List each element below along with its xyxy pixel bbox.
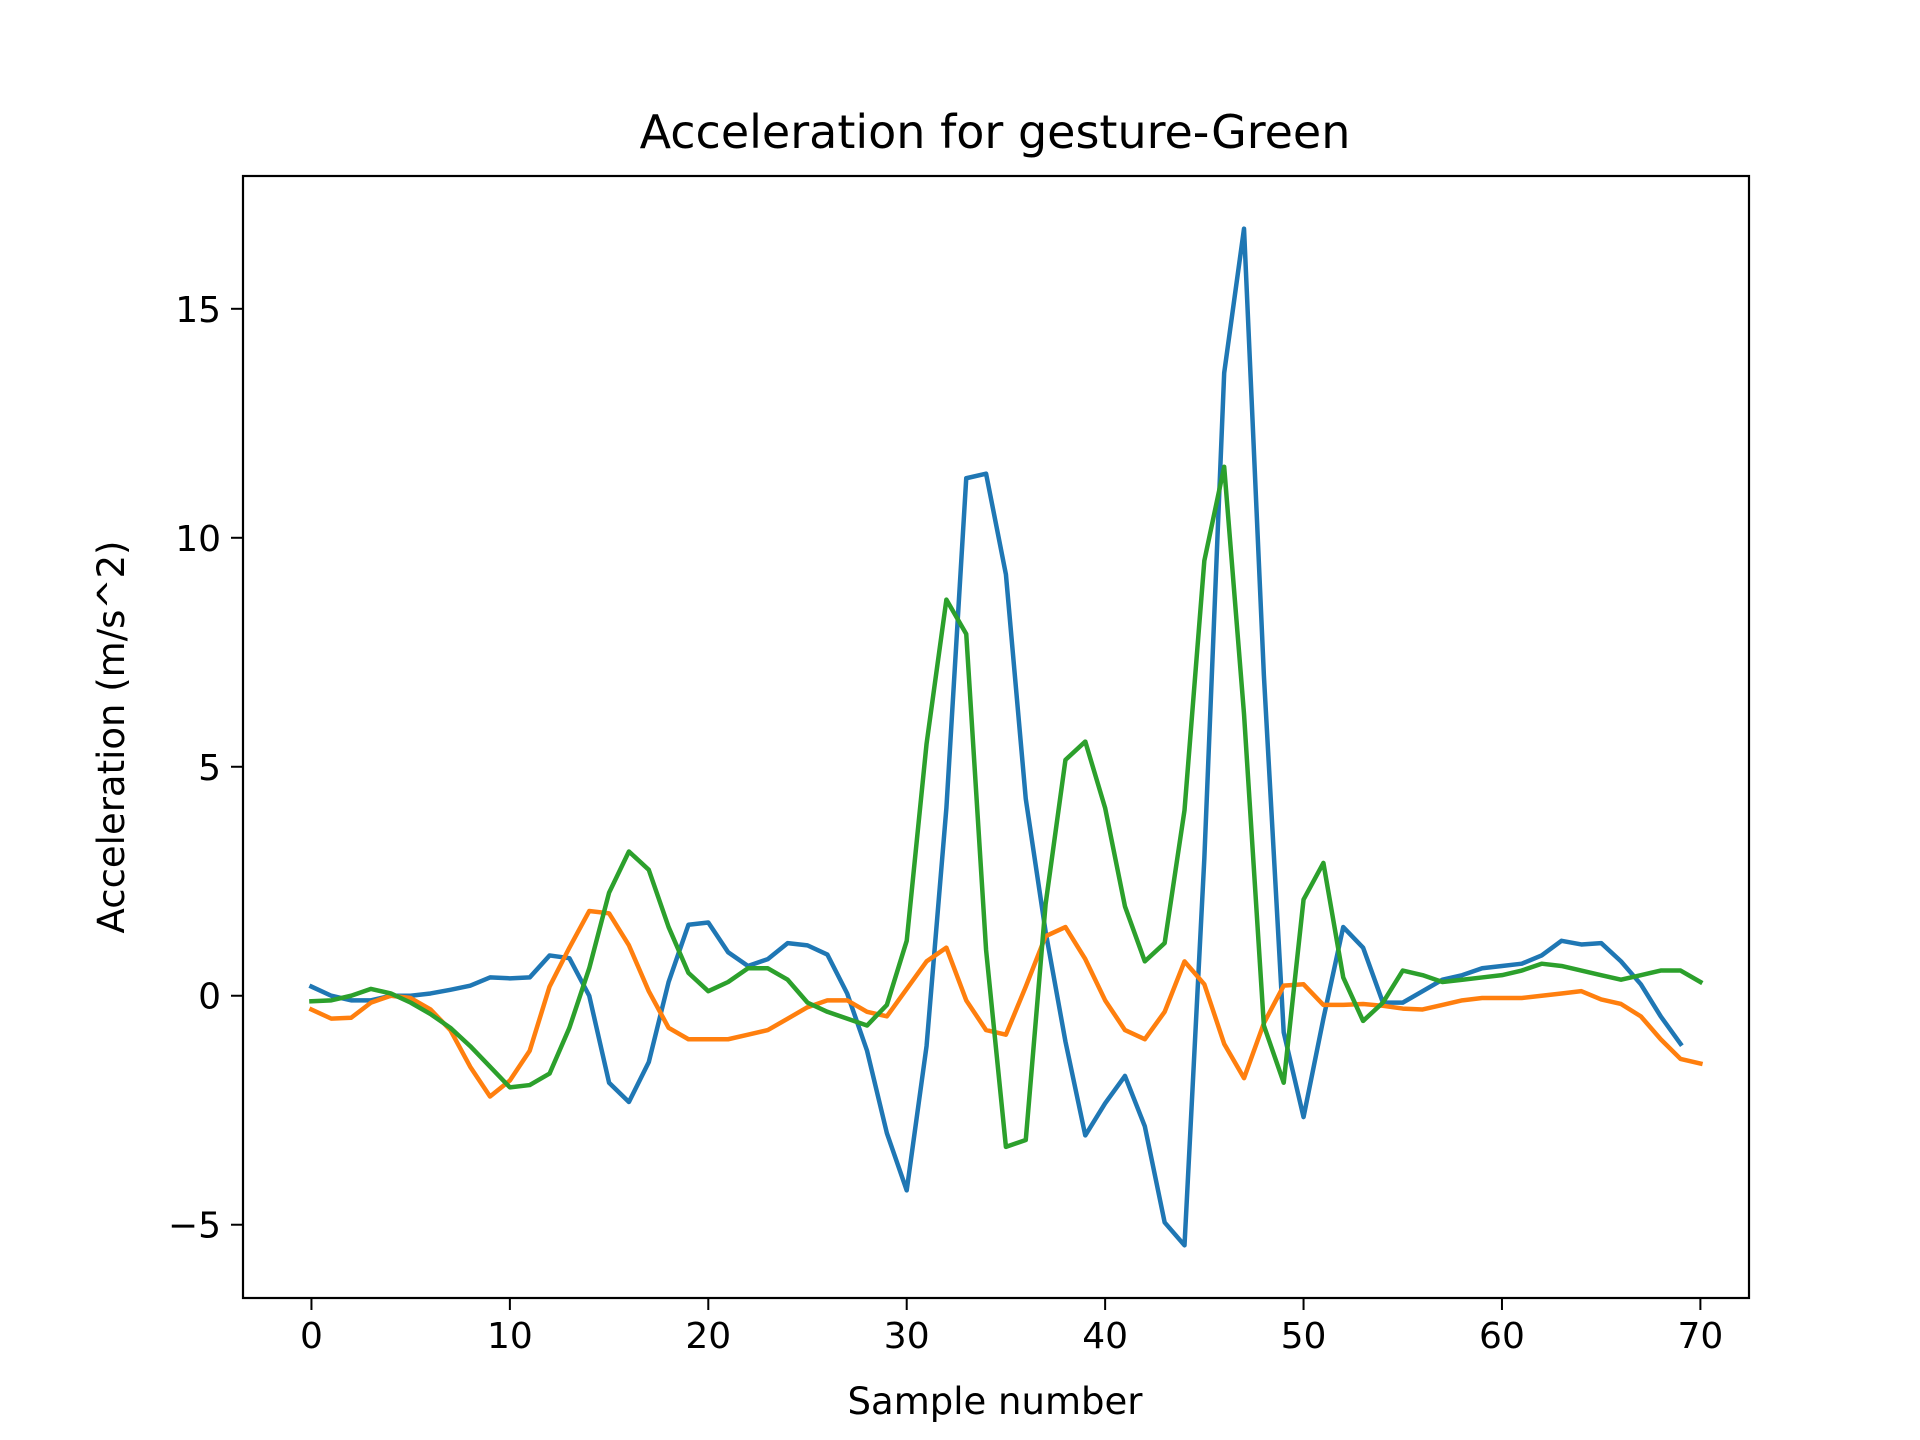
x-tick-label: 50 xyxy=(1281,1316,1327,1357)
chart-title: Acceleration for gesture-Green xyxy=(640,105,1351,159)
x-tick-label: 70 xyxy=(1677,1316,1723,1357)
series-line-3 xyxy=(309,464,1704,1150)
y-tick-label: 15 xyxy=(175,290,221,331)
y-tick-label: 10 xyxy=(175,519,221,560)
x-tick-label: 10 xyxy=(487,1316,533,1357)
x-tick-label: 40 xyxy=(1082,1316,1128,1357)
y-axis-label: Acceleration (m/s^2) xyxy=(90,541,133,934)
series-line-1 xyxy=(308,226,1684,1248)
y-axis-ticks: −5 0 5 10 15 xyxy=(168,290,243,1247)
y-tick-label: −5 xyxy=(168,1206,221,1247)
y-tick-label: 5 xyxy=(198,748,221,789)
series-layer xyxy=(308,226,1704,1248)
x-tick-label: 60 xyxy=(1479,1316,1525,1357)
y-tick-label: 0 xyxy=(198,977,221,1018)
x-tick-label: 20 xyxy=(685,1316,731,1357)
x-axis-label: Sample number xyxy=(848,1380,1144,1423)
x-tick-label: 0 xyxy=(300,1316,323,1357)
plot-frame xyxy=(241,174,1751,1300)
x-tick-label: 30 xyxy=(884,1316,930,1357)
x-axis-ticks: 0 10 20 30 40 50 60 70 xyxy=(300,1298,1723,1357)
series-line-2 xyxy=(308,908,1704,1099)
